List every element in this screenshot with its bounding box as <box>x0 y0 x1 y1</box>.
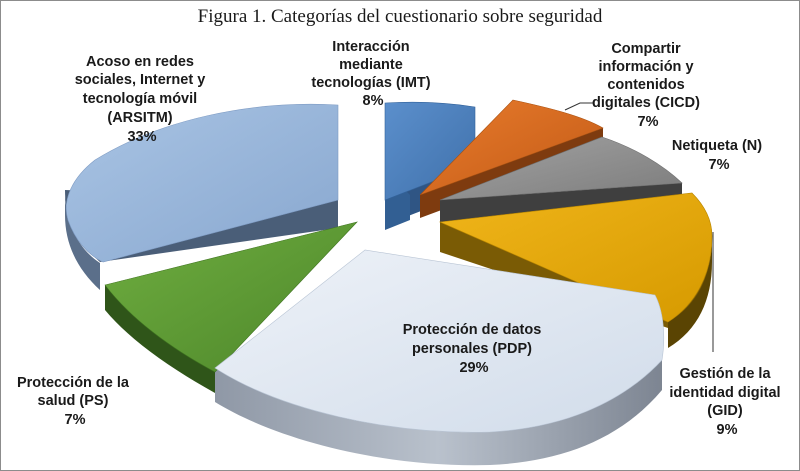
slice-rim-gid <box>668 236 712 348</box>
label-gid: Gestión de la identidad digital (GID) 9% <box>669 366 784 438</box>
label-pdp: Protección de datos personales (PDP) 29% <box>403 322 546 376</box>
leader-lines <box>564 102 714 352</box>
slice-labels: Interacción mediante tecnologías (IMT) 8… <box>17 39 784 438</box>
slice-rim-ps <box>105 285 215 393</box>
leader-line-cicd <box>564 102 593 111</box>
slice-cicd[interactable] <box>419 99 604 196</box>
slice-rim-pdp <box>215 360 662 466</box>
slice-arsitm[interactable] <box>66 103 339 263</box>
slice-ps[interactable] <box>104 221 358 373</box>
slice-rim-arsitm <box>65 190 100 290</box>
slice-side-n <box>440 183 682 222</box>
label-cicd: Compartir información y contenidos digit… <box>592 41 704 130</box>
label-n: Netiqueta (N) 7% <box>672 138 766 173</box>
label-imt: Interacción mediante tecnologías (IMT) 8… <box>311 39 434 109</box>
slice-imt[interactable] <box>384 101 476 201</box>
slice-n[interactable] <box>439 136 683 201</box>
slices <box>66 99 713 433</box>
label-arsitm: Acoso en redes sociales, Internet y tecn… <box>75 54 210 145</box>
label-ps: Protección de la salud (PS) 7% <box>17 375 133 428</box>
chart-title: Figura 1. Categorías del cuestionario so… <box>197 6 603 27</box>
slice-pdp[interactable] <box>214 249 665 433</box>
slice-gid[interactable] <box>438 192 713 323</box>
